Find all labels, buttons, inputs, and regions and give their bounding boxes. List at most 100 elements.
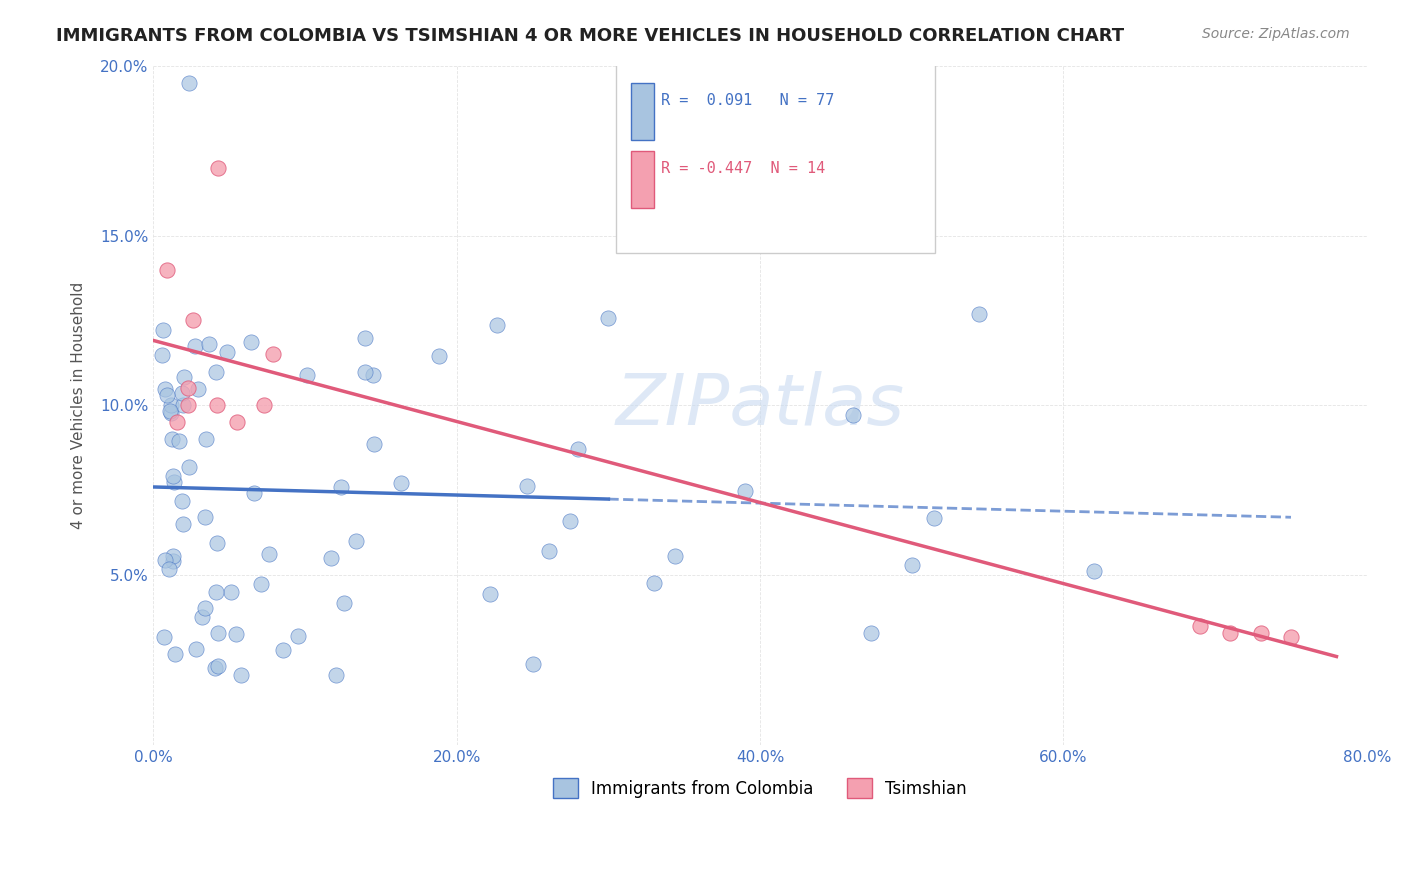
Immigrants from Colombia xyxy=(198,336,221,351)
Tsimshian xyxy=(207,161,229,175)
Text: IMMIGRANTS FROM COLOMBIA VS TSIMSHIAN 4 OR MORE VEHICLES IN HOUSEHOLD CORRELATIO: IMMIGRANTS FROM COLOMBIA VS TSIMSHIAN 4 … xyxy=(56,27,1125,45)
Immigrants from Colombia xyxy=(361,368,384,383)
Tsimshian xyxy=(166,416,188,430)
Immigrants from Colombia xyxy=(205,536,228,550)
Immigrants from Colombia xyxy=(643,576,665,591)
Text: ZIPatlas: ZIPatlas xyxy=(616,371,904,440)
Immigrants from Colombia xyxy=(179,76,201,90)
Immigrants from Colombia xyxy=(321,551,343,566)
Immigrants from Colombia xyxy=(153,382,176,396)
Immigrants from Colombia xyxy=(664,549,686,564)
Immigrants from Colombia xyxy=(191,610,214,624)
Immigrants from Colombia xyxy=(194,510,217,524)
Immigrants from Colombia xyxy=(259,547,281,561)
Immigrants from Colombia xyxy=(841,408,863,422)
Immigrants from Colombia xyxy=(167,434,190,448)
Tsimshian xyxy=(205,399,228,413)
Legend: Immigrants from Colombia, Tsimshian: Immigrants from Colombia, Tsimshian xyxy=(547,772,974,805)
Immigrants from Colombia xyxy=(162,468,184,483)
Immigrants from Colombia xyxy=(560,514,582,528)
Immigrants from Colombia xyxy=(194,600,217,615)
Immigrants from Colombia xyxy=(900,558,922,572)
Tsimshian xyxy=(1219,626,1241,640)
Immigrants from Colombia xyxy=(186,641,208,656)
Immigrants from Colombia xyxy=(271,642,294,657)
Immigrants from Colombia xyxy=(389,476,412,491)
Immigrants from Colombia xyxy=(240,335,263,350)
Immigrants from Colombia xyxy=(354,331,377,345)
Immigrants from Colombia xyxy=(243,485,266,500)
Immigrants from Colombia xyxy=(204,661,226,675)
Immigrants from Colombia xyxy=(159,403,181,417)
Immigrants from Colombia xyxy=(354,365,377,379)
Bar xyxy=(631,151,654,209)
Immigrants from Colombia xyxy=(207,658,229,673)
Immigrants from Colombia xyxy=(215,344,238,359)
Tsimshian xyxy=(177,381,200,395)
Immigrants from Colombia xyxy=(152,323,174,337)
Tsimshian xyxy=(262,347,284,361)
Tsimshian xyxy=(226,416,249,430)
Text: Source: ZipAtlas.com: Source: ZipAtlas.com xyxy=(1202,27,1350,41)
Tsimshian xyxy=(181,313,204,327)
Immigrants from Colombia xyxy=(225,627,247,641)
Immigrants from Colombia xyxy=(162,549,184,563)
Immigrants from Colombia xyxy=(967,307,990,321)
Tsimshian xyxy=(1188,619,1211,633)
Immigrants from Colombia xyxy=(922,510,945,524)
Immigrants from Colombia xyxy=(734,484,756,499)
FancyBboxPatch shape xyxy=(616,31,935,252)
Text: R =  0.091   N = 77: R = 0.091 N = 77 xyxy=(661,93,835,108)
Immigrants from Colombia xyxy=(170,385,193,400)
Immigrants from Colombia xyxy=(205,366,228,380)
Immigrants from Colombia xyxy=(859,625,882,640)
Immigrants from Colombia xyxy=(344,534,367,549)
Immigrants from Colombia xyxy=(195,432,218,446)
Immigrants from Colombia xyxy=(177,460,200,475)
Immigrants from Colombia xyxy=(173,370,195,384)
Immigrants from Colombia xyxy=(363,437,385,451)
Tsimshian xyxy=(1279,630,1302,644)
Immigrants from Colombia xyxy=(157,562,180,576)
Immigrants from Colombia xyxy=(207,625,229,640)
Immigrants from Colombia xyxy=(229,668,252,682)
Immigrants from Colombia xyxy=(330,480,353,494)
Immigrants from Colombia xyxy=(150,348,173,362)
Immigrants from Colombia xyxy=(479,587,502,601)
Tsimshian xyxy=(1250,626,1272,640)
Tsimshian xyxy=(156,262,179,277)
Immigrants from Colombia xyxy=(153,553,176,567)
Immigrants from Colombia xyxy=(187,382,209,396)
Immigrants from Colombia xyxy=(427,349,450,363)
Immigrants from Colombia xyxy=(160,406,183,420)
Immigrants from Colombia xyxy=(325,667,347,681)
Immigrants from Colombia xyxy=(156,388,179,402)
Y-axis label: 4 or more Vehicles in Household: 4 or more Vehicles in Household xyxy=(72,282,86,529)
Immigrants from Colombia xyxy=(250,577,273,591)
Immigrants from Colombia xyxy=(165,647,187,661)
Immigrants from Colombia xyxy=(162,433,184,447)
Immigrants from Colombia xyxy=(287,629,309,643)
Immigrants from Colombia xyxy=(485,318,508,332)
Immigrants from Colombia xyxy=(598,310,620,325)
Immigrants from Colombia xyxy=(205,585,228,599)
Immigrants from Colombia xyxy=(516,479,538,493)
Text: R = -0.447  N = 14: R = -0.447 N = 14 xyxy=(661,161,825,176)
Immigrants from Colombia xyxy=(170,493,193,508)
Immigrants from Colombia xyxy=(567,442,589,457)
Tsimshian xyxy=(177,399,200,413)
Immigrants from Colombia xyxy=(184,339,207,353)
Tsimshian xyxy=(253,399,276,413)
Immigrants from Colombia xyxy=(172,398,194,412)
Immigrants from Colombia xyxy=(219,584,242,599)
Immigrants from Colombia xyxy=(163,475,186,489)
Immigrants from Colombia xyxy=(537,544,560,558)
Immigrants from Colombia xyxy=(172,516,194,531)
Immigrants from Colombia xyxy=(162,554,184,568)
Immigrants from Colombia xyxy=(332,596,354,610)
Bar xyxy=(631,83,654,140)
Immigrants from Colombia xyxy=(1083,564,1105,578)
Immigrants from Colombia xyxy=(522,657,544,671)
Immigrants from Colombia xyxy=(153,630,176,644)
Immigrants from Colombia xyxy=(295,368,318,383)
